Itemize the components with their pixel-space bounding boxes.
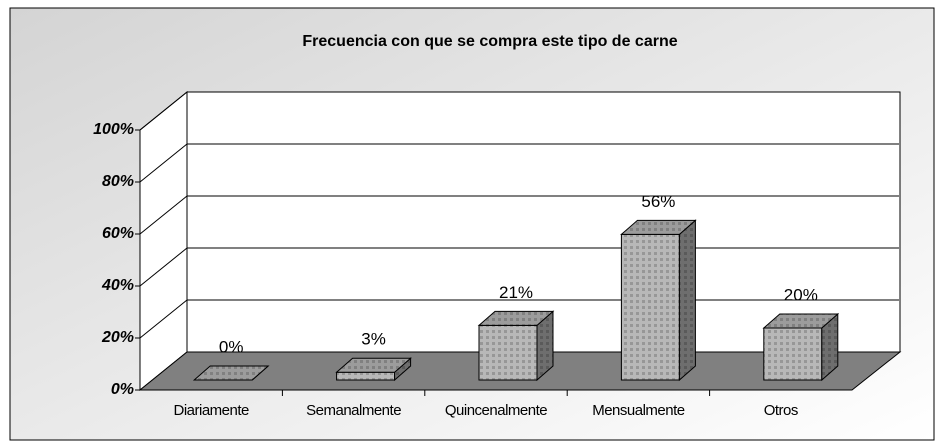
bar-side-texture bbox=[821, 314, 838, 380]
bar-front-texture bbox=[763, 328, 822, 380]
y-tick-label: 100% bbox=[93, 121, 134, 138]
bar-top-texture bbox=[763, 314, 838, 328]
bar-front-texture bbox=[479, 325, 537, 380]
data-label: 21% bbox=[499, 283, 533, 302]
x-tick-label: Quincenalmente bbox=[445, 402, 547, 419]
bar-top-texture bbox=[336, 358, 411, 373]
y-tick-label: 40% bbox=[101, 277, 134, 294]
bar-top-texture bbox=[621, 220, 696, 235]
y-tick-label: 60% bbox=[102, 225, 134, 242]
x-tick-label: Semanalmente bbox=[306, 402, 401, 419]
bar-side-texture bbox=[679, 220, 696, 380]
data-label: 20% bbox=[784, 285, 818, 304]
bar-side-texture bbox=[537, 311, 553, 380]
grid-line bbox=[139, 195, 188, 235]
side-wall bbox=[139, 90, 188, 392]
bar-top-texture bbox=[194, 366, 269, 380]
y-tick-label: 20% bbox=[101, 329, 134, 346]
bar-top-texture bbox=[479, 311, 553, 326]
grid-line bbox=[139, 91, 188, 131]
bar-front-texture bbox=[336, 372, 395, 380]
grid-line bbox=[139, 299, 188, 339]
y-tick-label: 80% bbox=[102, 173, 134, 190]
data-label: 56% bbox=[641, 192, 675, 211]
data-label: 3% bbox=[361, 330, 386, 349]
x-tick-label: Diariamente bbox=[174, 402, 250, 419]
grid-line bbox=[139, 247, 188, 287]
data-label: 0% bbox=[219, 337, 244, 356]
x-tick-label: Otros bbox=[764, 402, 798, 419]
y-tick-label: 0% bbox=[111, 381, 134, 398]
x-tick-label: Mensualmente bbox=[592, 402, 685, 419]
bar-side-texture bbox=[394, 358, 411, 380]
bar-front-texture bbox=[621, 234, 680, 380]
grid-line bbox=[139, 143, 188, 183]
chart-title: Frecuencia con que se compra este tipo d… bbox=[302, 33, 677, 50]
